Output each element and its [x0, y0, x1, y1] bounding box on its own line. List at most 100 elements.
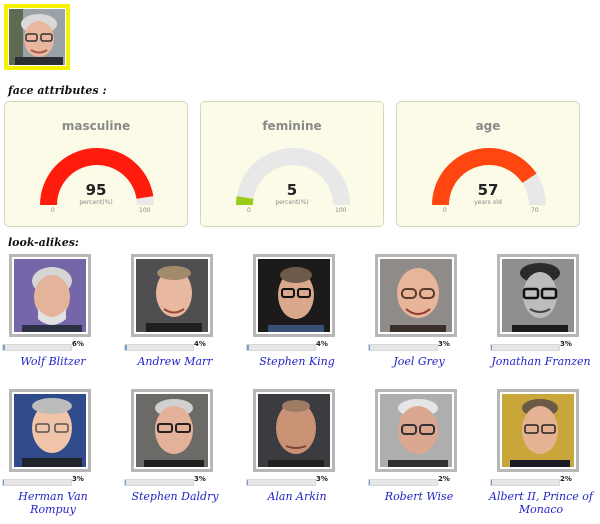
gauge-fill — [40, 148, 154, 205]
gauge-max-label: 70 — [531, 207, 539, 214]
gauge-dial — [40, 148, 154, 205]
similarity-bar — [490, 344, 560, 351]
lookalike-name-link[interactable]: Stephen Daldry — [131, 490, 219, 503]
gauge-value: 95 — [85, 181, 107, 199]
lookalike-photo — [258, 394, 330, 467]
lookalike-name-link[interactable]: Joel Grey — [393, 355, 445, 368]
gauge-min-label: 0 — [247, 207, 251, 214]
lookalike-photo — [258, 259, 330, 332]
face-image — [502, 394, 574, 467]
lookalike-name-link[interactable]: Jonathan Franzen — [491, 355, 591, 368]
similarity-bar-fill — [3, 480, 5, 485]
lookalike-thumbnail[interactable] — [9, 389, 91, 472]
similarity-bar-fill — [125, 345, 127, 350]
similarity-score: 6% — [72, 340, 84, 348]
similarity-score: 3% — [316, 475, 328, 483]
similarity-bar — [2, 344, 72, 351]
lookalike-photo — [502, 259, 574, 332]
gauge-unit: percent(%) — [79, 199, 113, 206]
gauge-dial — [432, 148, 546, 205]
lookalike-card: 3% Joel Grey — [364, 254, 474, 384]
face-image — [502, 259, 574, 332]
similarity-bar-fill — [247, 480, 249, 485]
gauge-min-label: 0 — [443, 207, 447, 214]
lookalike-photo — [502, 394, 574, 467]
lookalike-thumbnail[interactable] — [375, 254, 457, 337]
similarity-score: 2% — [560, 475, 572, 483]
similarity-score: 3% — [72, 475, 84, 483]
face-image — [258, 394, 330, 467]
look-alikes-label: look-alikes: — [8, 236, 79, 249]
query-face-portrait — [9, 9, 65, 65]
face-image — [14, 394, 86, 467]
lookalike-photo — [136, 259, 208, 332]
lookalike-card: 3% Jonathan Franzen — [486, 254, 596, 384]
lookalike-name-link[interactable]: Andrew Marr — [137, 355, 213, 368]
lookalike-photo — [14, 259, 86, 332]
face-image — [136, 394, 208, 467]
lookalike-card: 6% Wolf Blitzer — [0, 254, 108, 384]
lookalike-thumbnail[interactable] — [375, 389, 457, 472]
lookalike-name-link[interactable]: Wolf Blitzer — [20, 355, 86, 368]
lookalike-card: 4% Andrew Marr — [120, 254, 230, 384]
similarity-score: 3% — [194, 475, 206, 483]
lookalike-thumbnail[interactable] — [9, 254, 91, 337]
similarity-bar — [368, 344, 438, 351]
gauge-value: 57 — [477, 181, 499, 199]
lookalike-thumbnail[interactable] — [497, 254, 579, 337]
lookalike-photo — [380, 259, 452, 332]
similarity-bar-fill — [125, 480, 127, 485]
gauge-unit: years old — [474, 199, 502, 206]
gauge-title: feminine — [262, 119, 322, 133]
similarity-score: 4% — [194, 340, 206, 348]
similarity-bar — [124, 344, 194, 351]
lookalike-card: 3% Stephen Daldry — [120, 389, 230, 519]
lookalike-thumbnail[interactable] — [131, 254, 213, 337]
gauge-masculine: masculine 95 percent(%) 0 100 — [4, 101, 188, 227]
gauge-dial — [236, 148, 350, 205]
lookalike-photo — [136, 394, 208, 467]
similarity-score: 3% — [560, 340, 572, 348]
lookalike-card: 4% Stephen King — [242, 254, 352, 384]
similarity-bar — [368, 479, 438, 486]
gauge-feminine: feminine 5 percent(%) 0 100 — [200, 101, 384, 227]
query-face-photo — [4, 4, 70, 70]
lookalike-name-link[interactable]: Alan Arkin — [267, 490, 327, 503]
lookalike-card: 2% Albert II, Prince of Monaco — [486, 389, 596, 519]
similarity-bar — [246, 344, 316, 351]
query-face-image — [9, 9, 65, 65]
gauge-track — [236, 148, 350, 205]
face-image — [380, 259, 452, 332]
lookalike-card: 3% Alan Arkin — [242, 389, 352, 519]
gauge-max-label: 100 — [335, 207, 347, 214]
similarity-bar — [490, 479, 560, 486]
similarity-score: 4% — [316, 340, 328, 348]
lookalike-photo — [14, 394, 86, 467]
similarity-bar-fill — [369, 480, 371, 485]
lookalike-thumbnail[interactable] — [253, 389, 335, 472]
similarity-bar — [2, 479, 72, 486]
lookalike-name-link[interactable]: Herman Van Rompuy — [18, 490, 88, 516]
face-attributes-label: face attributes : — [8, 84, 107, 97]
similarity-bar-fill — [369, 345, 371, 350]
similarity-score: 2% — [438, 475, 450, 483]
lookalike-photo — [380, 394, 452, 467]
gauge-title: age — [475, 119, 501, 133]
lookalike-name-link[interactable]: Robert Wise — [384, 490, 454, 503]
similarity-bar-fill — [247, 345, 249, 350]
similarity-bar-fill — [491, 345, 493, 350]
similarity-bar — [246, 479, 316, 486]
lookalike-name-link[interactable]: Albert II, Prince of Monaco — [489, 490, 593, 516]
lookalike-thumbnail[interactable] — [253, 254, 335, 337]
gauge-unit: percent(%) — [275, 199, 309, 206]
similarity-bar-fill — [491, 480, 493, 485]
face-image — [14, 259, 86, 332]
similarity-bar — [124, 479, 194, 486]
gauge-fill — [432, 148, 537, 205]
gauge-fill — [236, 196, 254, 205]
lookalike-name-link[interactable]: Stephen King — [259, 355, 335, 368]
lookalike-card: 3% Herman Van Rompuy — [0, 389, 108, 519]
lookalike-thumbnail[interactable] — [131, 389, 213, 472]
lookalike-thumbnail[interactable] — [497, 389, 579, 472]
gauge-min-label: 0 — [51, 207, 55, 214]
